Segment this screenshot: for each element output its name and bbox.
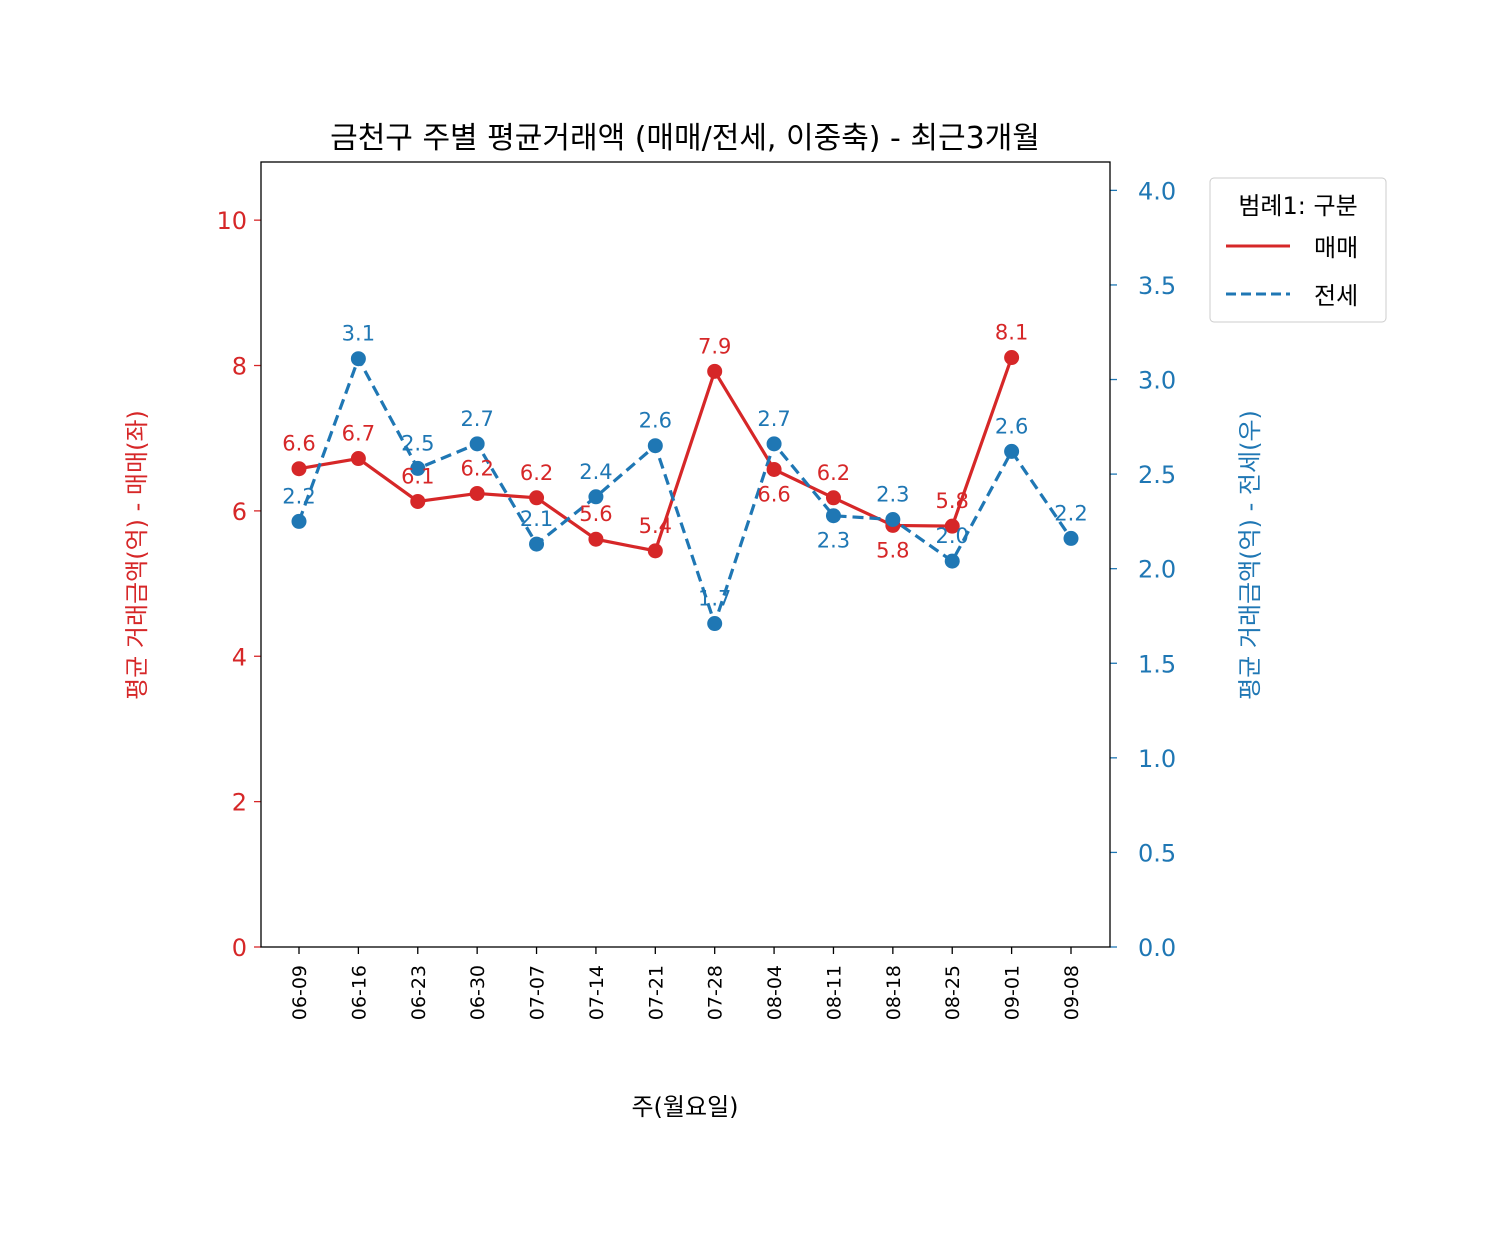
data-point bbox=[944, 553, 960, 569]
y-tick-label-right: 0.0 bbox=[1138, 934, 1176, 962]
x-tick-label: 07-28 bbox=[705, 965, 727, 1020]
y-tick-label-left: 2 bbox=[232, 789, 247, 817]
data-label: 2.3 bbox=[817, 529, 850, 553]
data-label: 1.7 bbox=[698, 587, 731, 611]
data-label: 6.2 bbox=[520, 461, 553, 485]
data-point bbox=[588, 531, 604, 547]
x-tick-label: 06-09 bbox=[289, 965, 311, 1020]
y-tick-label-left: 6 bbox=[232, 498, 247, 526]
data-point bbox=[350, 451, 366, 467]
x-tick-label: 08-25 bbox=[942, 965, 964, 1020]
chart-title: 금천구 주별 평균거래액 (매매/전세, 이중축) - 최근3개월 bbox=[330, 121, 1040, 156]
data-label: 3.1 bbox=[342, 322, 375, 346]
data-point bbox=[350, 351, 366, 367]
y-axis-label-right: 평균 거래금액(억) - 전세(우) bbox=[1236, 410, 1264, 700]
y-tick-label-right: 1.0 bbox=[1138, 745, 1176, 773]
y-tick-label-left: 8 bbox=[232, 353, 247, 381]
data-point bbox=[766, 461, 782, 477]
data-point bbox=[410, 460, 426, 476]
data-label: 2.7 bbox=[757, 407, 790, 431]
x-tick-label: 06-30 bbox=[467, 965, 489, 1020]
x-tick-label: 09-08 bbox=[1061, 965, 1083, 1020]
legend: 범례1: 구분 매매 전세 bbox=[1209, 177, 1387, 323]
data-point bbox=[647, 438, 663, 454]
y-tick-label-left: 4 bbox=[232, 643, 247, 671]
data-label: 5.8 bbox=[876, 538, 909, 562]
data-label: 6.6 bbox=[757, 482, 790, 506]
y-tick-label-left: 0 bbox=[232, 934, 247, 962]
data-point bbox=[1004, 350, 1020, 366]
data-point bbox=[707, 363, 723, 379]
data-point bbox=[529, 536, 545, 552]
y-tick-label-right: 0.5 bbox=[1138, 839, 1176, 867]
data-label: 2.4 bbox=[579, 460, 612, 484]
data-point bbox=[825, 508, 841, 524]
data-point bbox=[410, 493, 426, 509]
data-point bbox=[529, 490, 545, 506]
plot-frame bbox=[260, 161, 1111, 948]
data-label: 6.2 bbox=[460, 456, 493, 480]
data-label: 6.2 bbox=[817, 461, 850, 485]
data-label: 2.2 bbox=[282, 484, 315, 508]
data-point bbox=[707, 616, 723, 632]
x-tick-label: 08-18 bbox=[883, 965, 905, 1020]
legend-title: 범례1: 구분 bbox=[1238, 192, 1357, 220]
data-label: 6.1 bbox=[401, 464, 434, 488]
data-label: 8.1 bbox=[995, 321, 1028, 345]
data-label: 6.7 bbox=[342, 422, 375, 446]
data-label: 5.4 bbox=[639, 514, 672, 538]
data-point bbox=[885, 512, 901, 528]
data-label: 2.6 bbox=[639, 409, 672, 433]
series-line-1 bbox=[297, 354, 1073, 629]
data-point bbox=[291, 461, 307, 477]
y-tick-label-right: 1.5 bbox=[1138, 650, 1176, 678]
x-tick-label: 07-14 bbox=[586, 965, 608, 1020]
x-tick-label: 08-04 bbox=[764, 965, 786, 1020]
y-axis-label-left: 평균 거래금액(억) - 매매(좌) bbox=[123, 410, 151, 700]
data-point bbox=[588, 489, 604, 505]
y-tick-label-left: 10 bbox=[216, 207, 247, 235]
data-point bbox=[825, 490, 841, 506]
x-tick-label: 08-11 bbox=[823, 965, 845, 1020]
legend-label-sale: 매매 bbox=[1314, 234, 1358, 262]
y-tick-label-right: 3.5 bbox=[1138, 272, 1176, 300]
data-point bbox=[647, 543, 663, 559]
data-label: 5.6 bbox=[579, 502, 612, 526]
data-label: 2.5 bbox=[401, 431, 434, 455]
x-tick-label: 07-21 bbox=[645, 965, 667, 1020]
x-tick-label: 06-23 bbox=[408, 965, 430, 1020]
x-tick-label: 07-07 bbox=[527, 965, 549, 1020]
data-point bbox=[291, 513, 307, 529]
data-label: 2.2 bbox=[1054, 501, 1087, 525]
legend-box bbox=[1209, 177, 1387, 323]
data-point bbox=[469, 485, 485, 501]
data-label: 2.1 bbox=[520, 507, 553, 531]
legend-label-jeonse: 전세 bbox=[1314, 282, 1358, 310]
x-tick-label: 06-16 bbox=[348, 965, 370, 1020]
y-tick-label-right: 2.0 bbox=[1138, 556, 1176, 584]
data-point bbox=[766, 436, 782, 452]
data-point bbox=[944, 518, 960, 534]
y-tick-label-right: 3.0 bbox=[1138, 367, 1176, 395]
x-tick-label: 09-01 bbox=[1002, 965, 1024, 1020]
data-point bbox=[1004, 443, 1020, 459]
data-label: 2.7 bbox=[460, 407, 493, 431]
x-axis-label: 주(월요일) bbox=[631, 1093, 738, 1121]
data-label: 2.0 bbox=[936, 524, 969, 548]
y-tick-label-right: 2.5 bbox=[1138, 461, 1176, 489]
y-tick-label-right: 4.0 bbox=[1138, 177, 1176, 205]
data-label: 6.6 bbox=[282, 432, 315, 456]
data-label: 2.6 bbox=[995, 414, 1028, 438]
data-label: 2.3 bbox=[876, 483, 909, 507]
data-label: 5.8 bbox=[936, 489, 969, 513]
data-label: 7.9 bbox=[698, 334, 731, 358]
data-point bbox=[1063, 530, 1079, 546]
data-point bbox=[469, 436, 485, 452]
